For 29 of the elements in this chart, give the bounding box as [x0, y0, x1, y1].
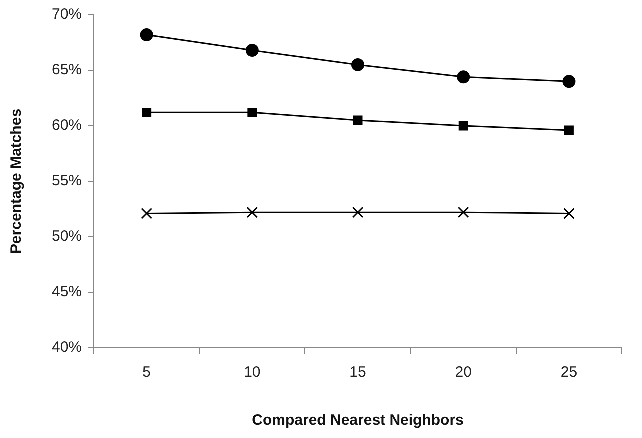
point	[246, 44, 259, 58]
point	[458, 121, 468, 131]
x-tick-label: 5	[142, 364, 151, 382]
y-tick-label: 65%	[52, 62, 82, 79]
point	[458, 206, 470, 218]
point	[564, 126, 574, 136]
point	[564, 208, 575, 220]
x-tick-label: 25	[560, 364, 578, 382]
point	[353, 116, 363, 126]
point	[142, 108, 152, 118]
point	[457, 70, 470, 84]
point	[140, 28, 154, 42]
y-tick-label: 55%	[52, 172, 82, 190]
point	[248, 108, 258, 118]
point	[352, 206, 364, 218]
y-tick-label: 50%	[52, 228, 82, 246]
y-tick-label: 45%	[52, 284, 82, 301]
y-tick-label: 70%	[52, 6, 82, 24]
x-tick-label: 15	[350, 364, 366, 382]
point	[562, 75, 576, 88]
point	[352, 58, 365, 72]
x-tick-label: 20	[455, 364, 472, 382]
y-tick-label: 40%	[52, 339, 82, 356]
point	[246, 206, 258, 218]
x-axis-title: Compared Nearest Neighbors	[252, 412, 464, 430]
y-axis-title: Percentage Matches	[8, 108, 26, 254]
point	[141, 208, 153, 220]
y-tick-label: 60%	[52, 117, 82, 134]
x-tick-label: 10	[244, 364, 261, 382]
